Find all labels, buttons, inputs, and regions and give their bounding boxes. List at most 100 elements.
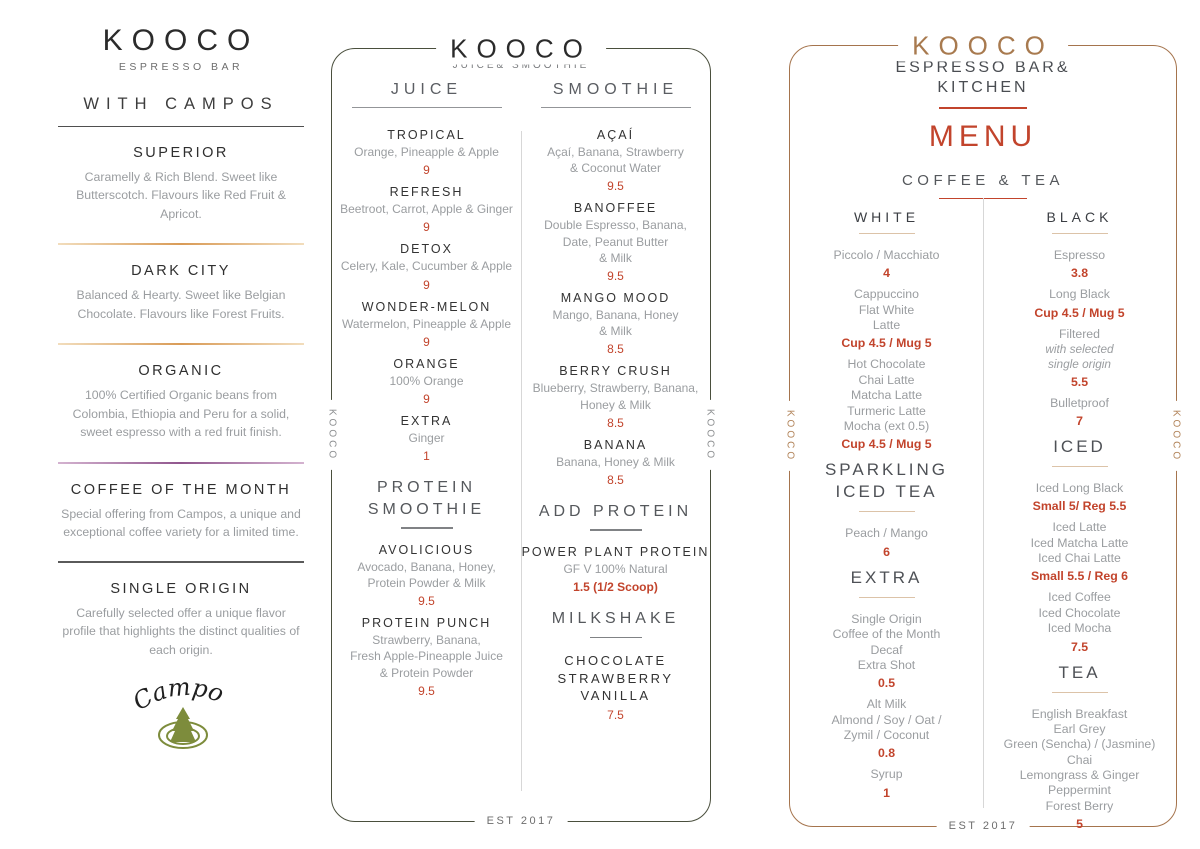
menu-group: Single Origin Coffee of the Month Decaf … [790, 612, 983, 690]
blend-heading: SUPERIOR [133, 145, 229, 161]
juice-header: JUICE [390, 81, 463, 98]
smoothie-column: SMOOTHIE AÇAÍ Açaí, Banana, Strawberry &… [521, 81, 710, 730]
side-label-kooco: KOOCO [326, 399, 338, 471]
menu-item: WONDER-MELON Watermelon, Pineapple & App… [332, 300, 521, 349]
menu-group: Syrup 1 [790, 767, 983, 799]
item-desc: Beetroot, Carrot, Apple & Ginger [340, 202, 513, 217]
espresso-bar-kitchen-panel: KOOCO KOOCO KOOCO EST 2017 ESPRESSO BAR&… [784, 30, 1182, 832]
group-price: 7 [1076, 413, 1083, 428]
header-rule [540, 107, 691, 108]
group-names: Iced Latte Iced Matcha Latte Iced Chai L… [1030, 520, 1129, 566]
item-desc: GF V 100% Natural [563, 561, 668, 576]
blend-heading: DARK CITY [131, 263, 231, 280]
header-rule [858, 233, 915, 234]
column-divider [521, 131, 522, 791]
item-price: 9 [423, 334, 430, 349]
group-names: Iced Long Black [1035, 481, 1124, 495]
item-name: REFRESH [389, 185, 464, 200]
item-name: TROPICAL [387, 128, 466, 142]
item-desc: Double Espresso, Banana, Date, Peanut Bu… [544, 218, 687, 265]
group-price: 5.5 [1070, 374, 1089, 389]
group-names: Hot Chocolate Chai Latte Matcha Latte Tu… [843, 357, 930, 433]
item-price: 9.5 [418, 594, 435, 609]
side-label-kooco: KOOCO [1170, 400, 1182, 472]
group-names: Filtered [1058, 326, 1100, 341]
menu-group: English Breakfast Earl Grey Green (Sench… [983, 707, 1176, 832]
group-names: Iced Coffee Iced Chocolate Iced Mocha [1038, 590, 1121, 636]
item-name: MANGO MOOD [560, 290, 671, 305]
menu-item: MANGO MOOD Mango, Banana, Honey & Milk 8… [521, 291, 710, 356]
item-desc: Watermelon, Pineapple & Apple [342, 316, 511, 331]
item-desc: Orange, Pineapple & Apple [354, 145, 499, 159]
kooco-wordmark-left: KOOCO [102, 24, 260, 57]
divider-line [58, 461, 304, 464]
group-price: 6 [883, 544, 890, 559]
item-price: 1 [423, 449, 430, 464]
item-price: 8.5 [607, 472, 624, 487]
extra-header: EXTRA [850, 567, 923, 587]
group-names: English Breakfast Earl Grey Green (Sench… [1003, 706, 1156, 813]
menu-item: ORANGE 100% Orange 9 [332, 357, 521, 406]
group-price: Cup 4.5 / Mug 5 [841, 437, 932, 452]
item-price: 1.5 (1/2 Scoop) [573, 580, 658, 595]
group-price: Cup 4.5 / Mug 5 [841, 336, 932, 351]
espresso-bar-subtitle: ESPRESSO BAR [118, 61, 244, 73]
menu-group: Bulletproof 7 [983, 396, 1176, 428]
item-price: 9.5 [607, 268, 624, 283]
group-names: Peach / Mango [845, 526, 928, 541]
coffee-and-tea-title: COFFEE & TEA [901, 171, 1065, 189]
menu-group: Hot Chocolate Chai Latte Matcha Latte Tu… [790, 357, 983, 451]
item-name: BERRY CRUSH [559, 364, 672, 379]
item-price: 9.5 [418, 683, 435, 698]
item-desc: Celery, Kale, Cucumber & Apple [340, 259, 513, 274]
white-header: WHITE [853, 209, 920, 225]
item-price: 8.5 [607, 415, 624, 430]
menu-item: EXTRA Ginger 1 [332, 414, 521, 463]
blend-section-organic: ORGANIC 100% Certified Organic beans fro… [58, 363, 304, 441]
item-desc: 100% Orange [389, 373, 464, 388]
juice-smoothie-panel: KOOCO KOOCO KOOCO EST 2017 JUICE& SMOOTH… [326, 33, 716, 827]
group-names: Piccolo / Macchiato [833, 248, 940, 262]
sparkling-iced-tea-header: SPARKLING ICED TEA [824, 460, 949, 502]
group-names: Cappuccino Flat White Latte [854, 287, 919, 333]
menu-item: PROTEIN PUNCH Strawberry, Banana, Fresh … [332, 616, 521, 698]
item-price: 9.5 [607, 179, 624, 194]
blend-section-dark-city: DARK CITY Balanced & Hearty. Sweet like … [58, 263, 304, 323]
column-divider [983, 198, 984, 808]
blend-heading: SINGLE ORIGIN [110, 580, 252, 597]
item-price: 9 [423, 220, 430, 235]
blend-section-coffee-of-the-month: COFFEE OF THE MONTH Special offering fro… [58, 482, 304, 542]
campos-logo-graphic: Campos [123, 651, 227, 750]
item-desc: Avocado, Banana, Honey, Protein Powder &… [357, 559, 496, 590]
group-names: Syrup [870, 767, 903, 782]
header-rule [589, 529, 642, 531]
item-name: ORANGE [393, 356, 460, 371]
item-desc: Blueberry, Strawberry, Banana, Honey & M… [532, 381, 699, 412]
group-price: 0.8 [877, 746, 896, 761]
item-price: 7.5 [607, 707, 624, 722]
iced-header: ICED [1053, 436, 1106, 456]
header-rule [400, 527, 453, 529]
juice-column: JUICE TROPICAL Orange, Pineapple & Apple… [332, 81, 521, 730]
item-name: BANOFFEE [573, 201, 658, 216]
divider-line [58, 561, 304, 563]
menu-group: Iced Coffee Iced Chocolate Iced Mocha 7.… [983, 590, 1176, 653]
item-name: DETOX [400, 242, 453, 257]
header-rule [858, 511, 915, 513]
menu-item: TROPICAL Orange, Pineapple & Apple 9 [332, 128, 521, 177]
menu-item: AÇAÍ Açaí, Banana, Strawberry & Coconut … [521, 128, 710, 193]
group-names: Espresso [1053, 248, 1106, 262]
header-rule [351, 107, 502, 108]
espresso-bar-kitchen-subtitle: ESPRESSO BAR& KITCHEN [895, 59, 1071, 96]
blend-description: 100% Certified Organic beans from Colomb… [72, 388, 290, 440]
menu-group: Alt Milk Almond / Soy / Oat / Zymil / Co… [790, 697, 983, 760]
item-name: PROTEIN PUNCH [361, 616, 492, 631]
item-price: 9 [423, 391, 430, 406]
menu-item: DETOX Celery, Kale, Cucumber & Apple 9 [332, 242, 521, 291]
menu-group: Filtered with selected single origin 5.5 [983, 327, 1176, 389]
group-price: 4 [883, 266, 890, 281]
item-name: WONDER-MELON [361, 299, 492, 314]
menu-item: AVOLICIOUS Avocado, Banana, Honey, Prote… [332, 543, 521, 608]
kooco-wordmark-middle: KOOCO [436, 33, 606, 65]
black-coffee-column: BLACK Espresso 3.8 Long Black Cup 4.5 / … [983, 209, 1176, 838]
